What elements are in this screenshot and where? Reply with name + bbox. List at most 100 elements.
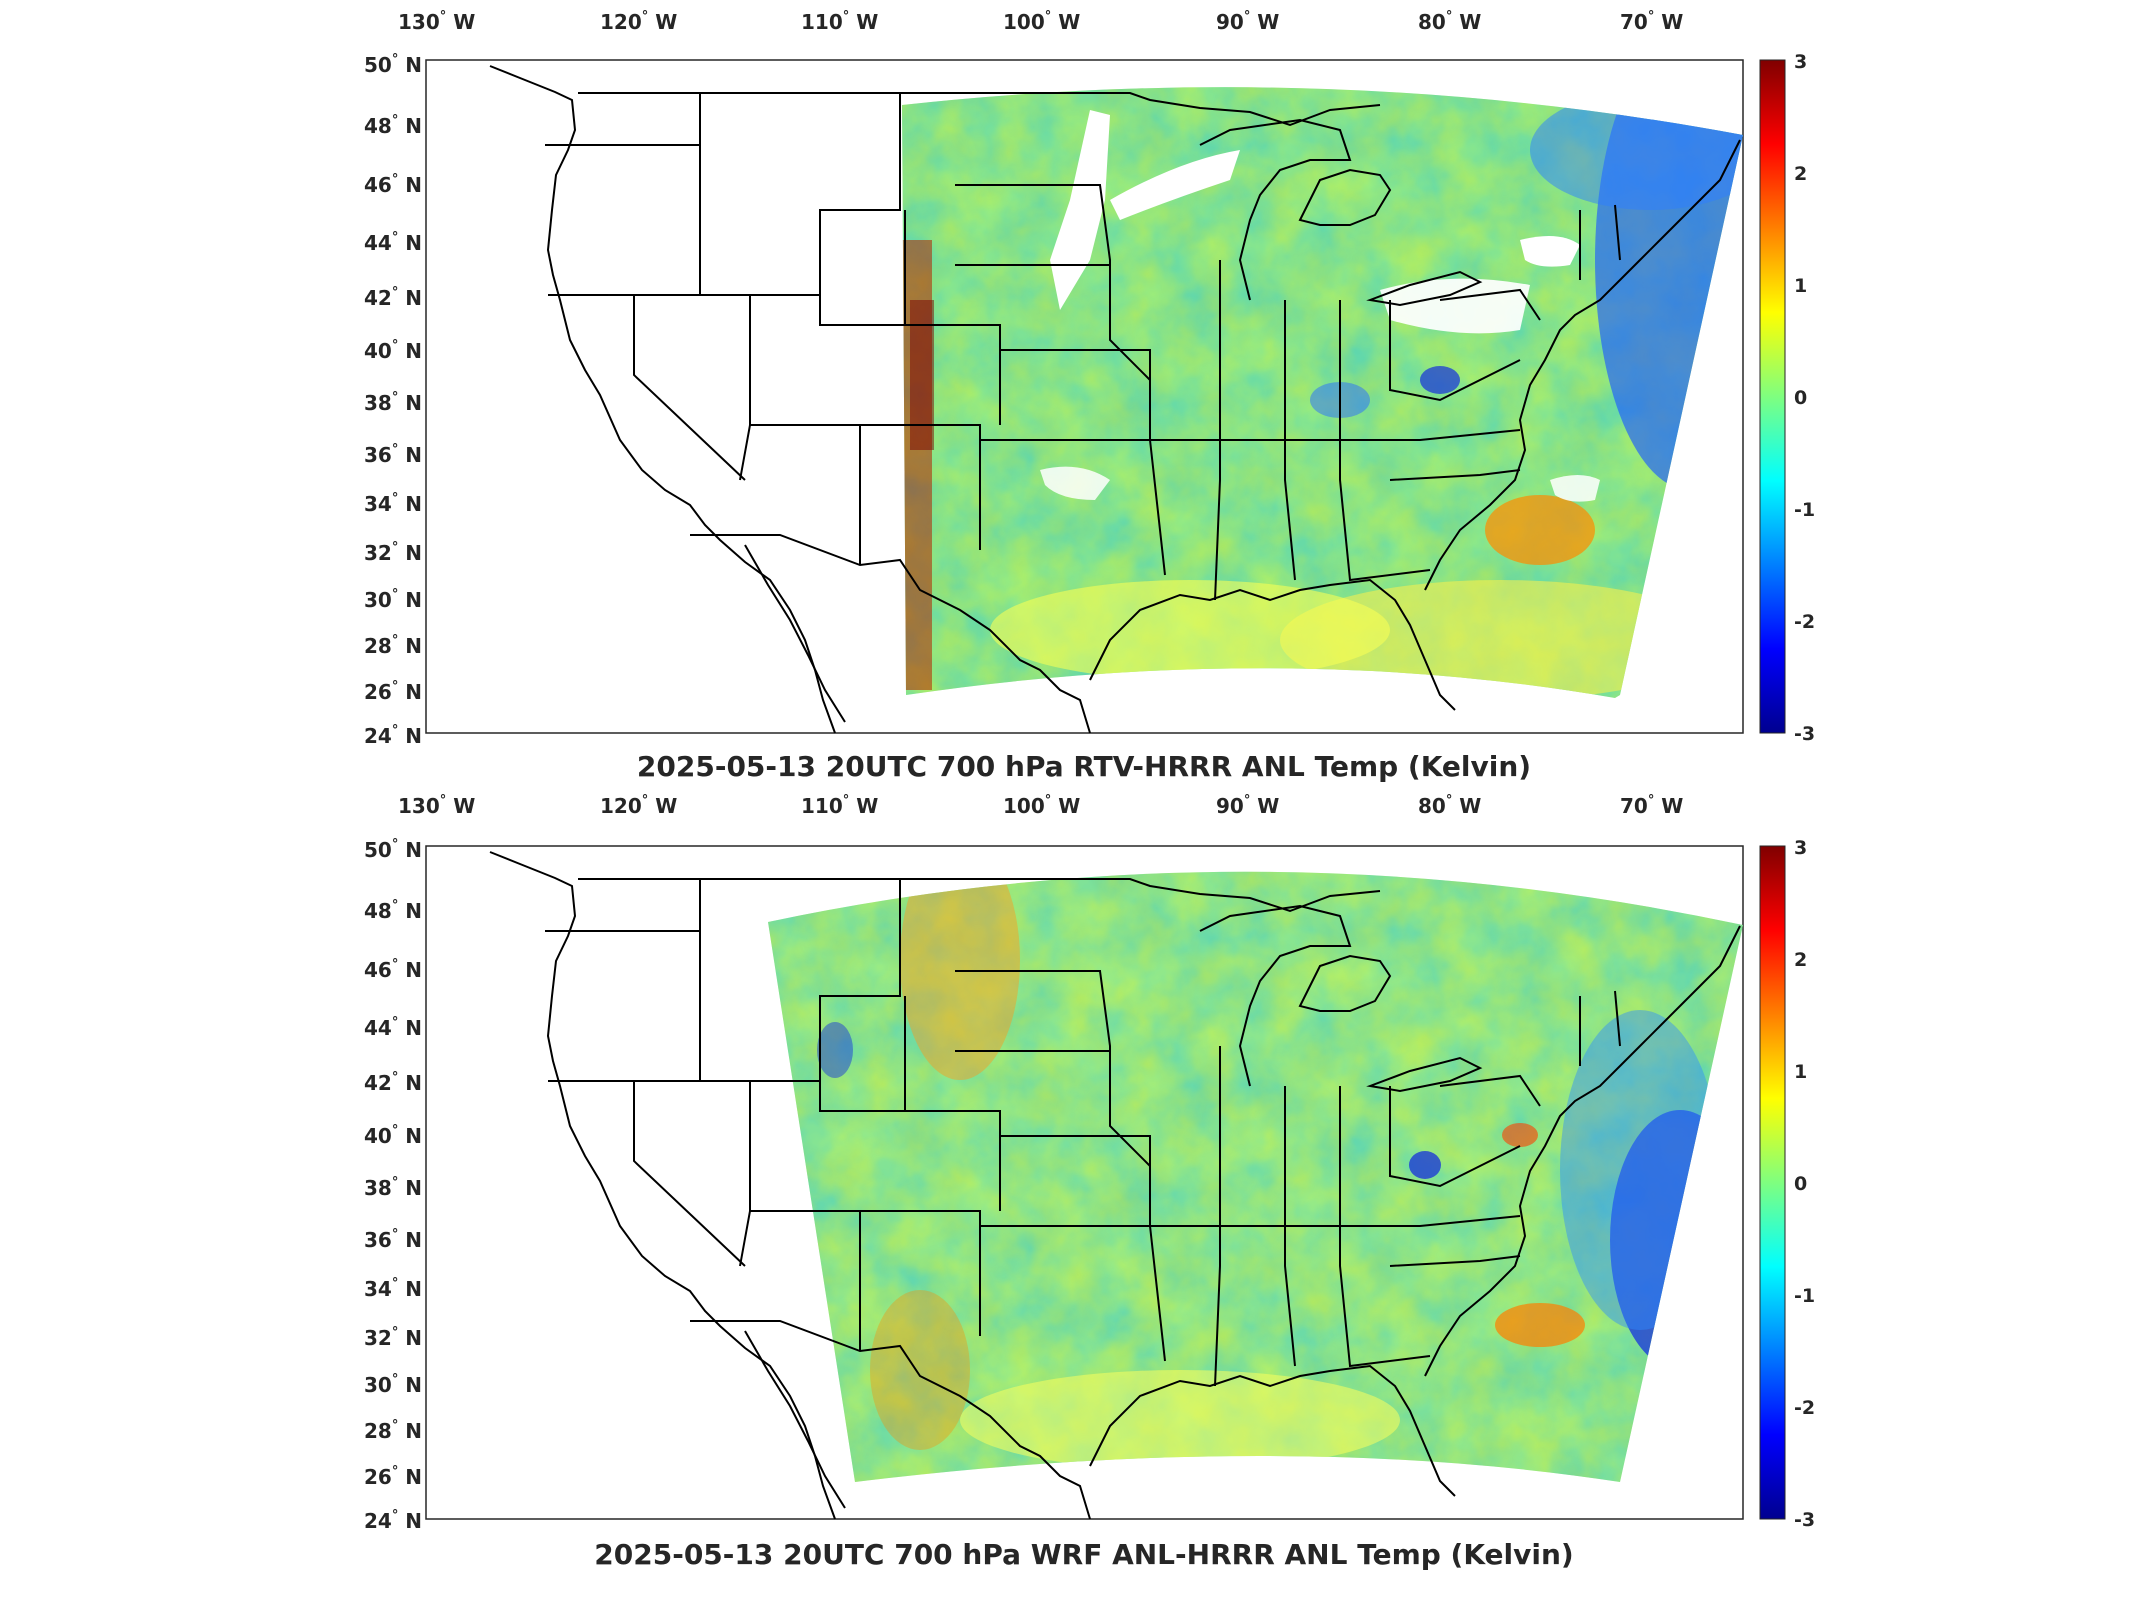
colorbar-tick-label: 0 (1794, 1173, 1807, 1195)
lat-label-38: 38° N (364, 1175, 422, 1200)
top-east-coast (1424, 139, 1741, 591)
bottom-map-panel: 130° W 120° W 110° W 100° W 90° W 80° W … (0, 790, 2133, 1604)
colorbar-tick-label: -1 (1794, 499, 1815, 521)
bottom-temperature-field (768, 871, 1743, 1482)
lon-label-70: 70° W (1620, 793, 1683, 818)
lon-label-120: 120° W (600, 9, 677, 34)
colorbar-tick-label: 3 (1794, 51, 1807, 73)
top-state-line (860, 424, 981, 550)
top-state-line (905, 324, 1001, 425)
bottom-longitude-labels: 130° W 120° W 110° W 100° W 90° W 80° W … (398, 793, 1683, 818)
top-state-line (1000, 349, 1166, 576)
lat-label-30: 30° N (364, 587, 422, 612)
bottom-colorbar: 3 2 1 0 -1 -2 -3 (1759, 837, 1815, 1531)
lat-label-50: 50° N (364, 52, 422, 77)
lat-label-46: 46° N (364, 172, 422, 197)
lon-label-100: 100° W (1003, 9, 1080, 34)
top-colorbar-gradient (1759, 59, 1786, 734)
bottom-state-line (1439, 1074, 1541, 1107)
top-state-line (1150, 429, 1521, 441)
colorbar-tick-label: 2 (1794, 163, 1807, 185)
top-baja-coast (744, 544, 846, 723)
bottom-baja-coast (744, 1330, 846, 1509)
top-state-line (1389, 300, 1521, 402)
bottom-state-line (1284, 1086, 1296, 1367)
top-state-line (548, 93, 901, 296)
bottom-state-line (633, 1081, 746, 1267)
bottom-mexico-border (690, 1320, 1091, 1520)
bottom-state-line (819, 996, 906, 1112)
top-temperature-field (902, 87, 1743, 698)
bottom-state-line (1389, 1255, 1521, 1267)
lat-label-26: 26° N (364, 679, 422, 704)
lat-label-44: 44° N (364, 230, 422, 255)
lat-label-36: 36° N (364, 442, 422, 467)
bottom-state-line (1389, 1086, 1521, 1188)
top-state-line (633, 295, 746, 481)
bottom-state-line (905, 1110, 1001, 1211)
lon-label-70: 70° W (1620, 9, 1683, 34)
top-state-line (1439, 288, 1541, 321)
lat-label-36: 36° N (364, 1227, 422, 1252)
top-latitude-labels: 50° N 48° N 46° N 44° N 42° N 40° N 38° … (364, 52, 422, 748)
lat-label-42: 42° N (364, 1070, 422, 1095)
bottom-west-coast (489, 851, 836, 1520)
bottom-state-line (1000, 1135, 1166, 1362)
top-state-line (1214, 260, 1221, 601)
top-map-panel: 130° W 120° W 110° W 100° W 90° W 80° W … (0, 0, 2133, 794)
bottom-state-line (1214, 1046, 1221, 1387)
top-state-line (1579, 204, 1621, 280)
bottom-gulf-coast (1089, 1364, 1456, 1497)
lat-label-32: 32° N (364, 1325, 422, 1350)
lon-label-80: 80° W (1418, 9, 1481, 34)
bottom-coastline-borders (489, 851, 1741, 1520)
bottom-lake-erie (1366, 1056, 1483, 1093)
top-mexico-border (690, 534, 1091, 734)
lat-label-50: 50° N (364, 837, 422, 862)
lat-label-24: 24° N (364, 723, 422, 748)
lat-label-42: 42° N (364, 285, 422, 310)
lon-label-100: 100° W (1003, 793, 1080, 818)
lat-label-34: 34° N (364, 1276, 422, 1301)
lat-label-34: 34° N (364, 491, 422, 516)
lon-label-110: 110° W (801, 793, 878, 818)
bottom-latitude-labels: 50° N 48° N 46° N 44° N 42° N 40° N 38° … (364, 837, 422, 1533)
top-coastline-borders (489, 65, 1741, 734)
top-state-line (819, 210, 906, 326)
colorbar-tick-label: -1 (1794, 1285, 1815, 1307)
colorbar-tick-label: 0 (1794, 387, 1807, 409)
lon-label-110: 110° W (801, 9, 878, 34)
colorbar-tick-label: -3 (1794, 723, 1815, 745)
bottom-lake-huron (1298, 954, 1392, 1012)
bottom-colorbar-gradient (1759, 845, 1786, 1520)
bottom-map-title: 2025-05-13 20UTC 700 hPa WRF ANL-HRRR AN… (594, 1538, 1573, 1571)
bottom-map-svg: 130° W 120° W 110° W 100° W 90° W 80° W … (364, 793, 1815, 1571)
lat-label-48: 48° N (364, 113, 422, 138)
colorbar-tick-label: -2 (1794, 1397, 1815, 1419)
bottom-east-coast (1424, 925, 1741, 1377)
lon-label-80: 80° W (1418, 793, 1481, 818)
top-lake-erie (1366, 270, 1483, 307)
top-canada-border (578, 92, 1381, 127)
bottom-state-line (860, 1210, 981, 1336)
top-colorbar: 3 2 1 0 -1 -2 -3 (1759, 51, 1815, 745)
bottom-lake-michigan (1199, 904, 1352, 1087)
colorbar-tick-label: 1 (1794, 275, 1807, 297)
lat-label-40: 40° N (364, 1123, 422, 1148)
lat-label-46: 46° N (364, 957, 422, 982)
top-state-line (1284, 300, 1296, 581)
top-west-coast (489, 65, 836, 734)
top-state-line (955, 184, 1151, 381)
lat-label-38: 38° N (364, 390, 422, 415)
lat-label-26: 26° N (364, 1464, 422, 1489)
top-gulf-coast (1089, 578, 1456, 711)
lat-label-48: 48° N (364, 898, 422, 923)
colorbar-tick-label: -3 (1794, 1509, 1815, 1531)
colorbar-tick-label: -2 (1794, 611, 1815, 633)
lon-label-130: 130° W (398, 793, 475, 818)
colorbar-tick-label: 2 (1794, 949, 1807, 971)
bottom-state-line (548, 879, 901, 1082)
bottom-state-line (955, 970, 1151, 1167)
bottom-state-line (1150, 1215, 1521, 1227)
lon-label-120: 120° W (600, 793, 677, 818)
